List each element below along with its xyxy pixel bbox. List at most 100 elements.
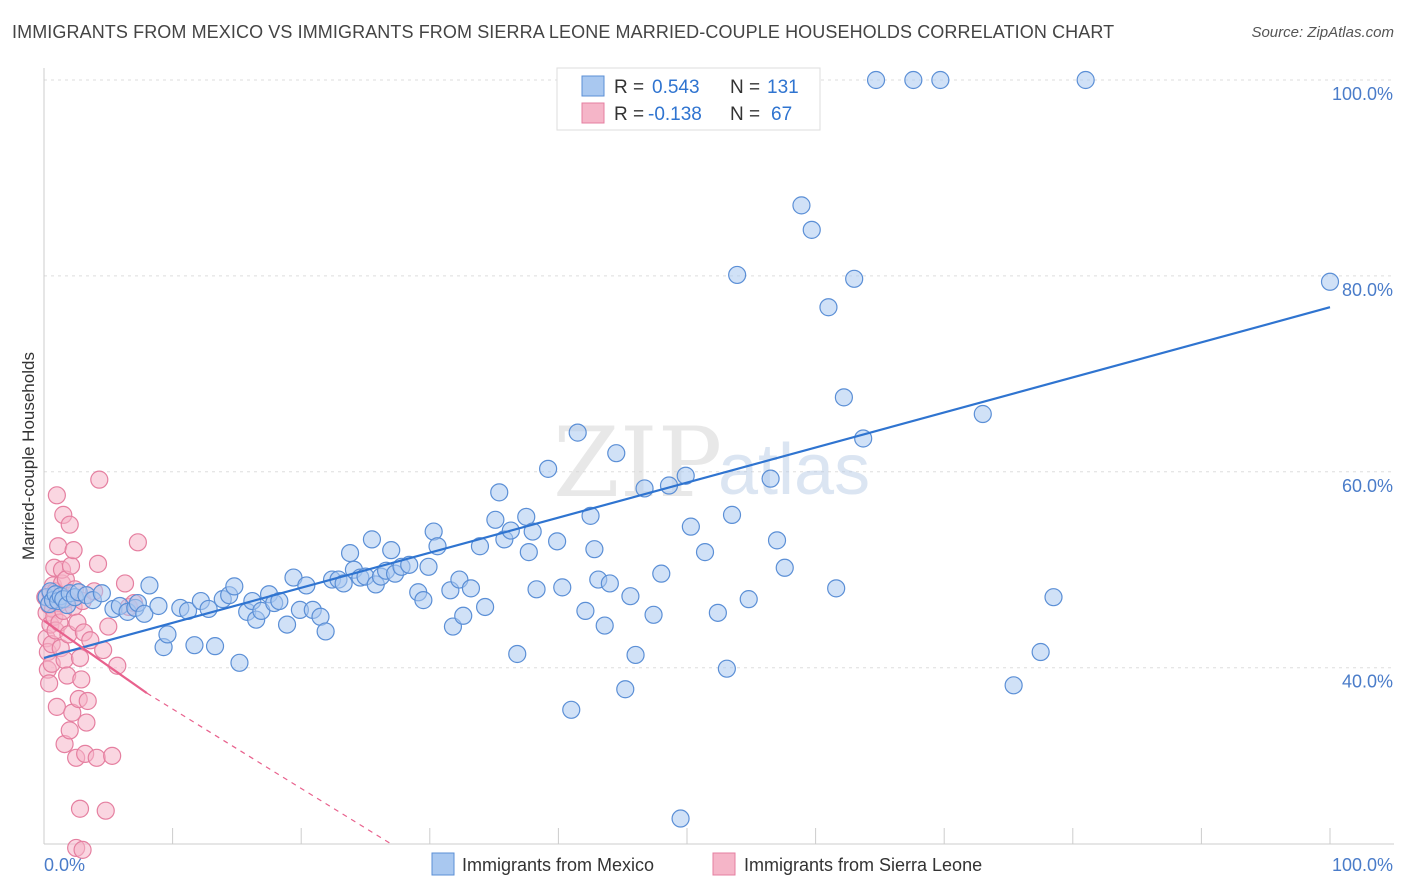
mexico-point [722,505,742,524]
sierra-leone-point [115,574,135,593]
mexico-point [461,579,481,598]
sierra-leone-point [103,746,122,765]
sierra-leone-point [90,470,109,489]
sierra-leone-point [99,617,118,636]
mexico-point [600,574,619,593]
legend-swatch-mexico [431,852,455,876]
stat-n-label-2: N = [730,104,760,125]
mexico-point [362,530,382,549]
mexico-point [827,579,846,598]
mexico-point [973,404,992,424]
stat-r-label-2: R = [614,104,644,125]
stat-r-value-2: -0.138 [648,104,702,125]
mexico-point [419,557,438,576]
y-axis-label: Married-couple Households [19,352,38,560]
mexico-point [792,196,811,215]
mexico-point [185,636,204,655]
mexico-point [607,444,626,463]
mexico-point [671,809,690,828]
sierra-leone-point [87,748,106,767]
mexico-point [508,644,527,664]
sierra-leone-trend-extension [146,692,392,845]
mexico-point [708,603,727,622]
stat-n-value-2: 67 [771,104,792,125]
stats-box: R = 0.543 N = 131 R = -0.138 N = 67 [556,67,821,131]
mexico-point [1044,588,1063,607]
mexico-point [92,584,111,603]
sierra-leone-point [78,691,97,711]
axes [43,68,1394,845]
chart-title: IMMIGRANTS FROM MEXICO VS IMMIGRANTS FRO… [12,22,1115,42]
mexico-point [845,269,864,288]
x-tick-label: 0.0% [44,855,85,875]
mexico-point [205,637,225,656]
stat-n-value-1: 131 [767,77,799,98]
mexico-point [523,522,542,541]
mexico-point [819,298,838,317]
y-tick-labels: 40.0% 60.0% 80.0% 100.0% [1332,84,1393,692]
y-tick-label: 60.0% [1342,476,1393,496]
mexico-point [490,483,509,502]
trend-lines [43,306,1331,845]
mexico-point [834,388,853,407]
x-tick-label: 100.0% [1332,855,1393,875]
sierra-leone-point [47,486,66,505]
mexico-point [626,645,645,665]
mexico-point [1320,272,1340,291]
stat-n-label-1: N = [730,77,760,98]
mexico-point [581,506,600,525]
mexico-point [140,576,159,595]
mexico-point [553,578,572,597]
y-tick-label: 100.0% [1332,84,1393,104]
mexico-point [802,220,821,239]
mexico-point [644,605,663,624]
sierra-leone-point [70,799,90,818]
sierra-leone-trend-line [43,619,148,695]
mexico-point [931,70,950,90]
sierra-leone-point [60,721,79,740]
mexico-point [414,591,433,610]
mexico-point [158,625,177,644]
mexico-point [1031,642,1050,662]
mexico-point [717,659,736,678]
stat-r-label-1: R = [614,77,644,98]
sierra-leone-point [96,801,115,820]
mexico-point [135,604,154,623]
chart-source: Source: ZipAtlas.com [1251,24,1394,41]
mexico-point [728,265,747,285]
sierra-leone-point [49,537,68,556]
sierra-leone-point [73,840,92,859]
mexico-point [616,680,635,699]
sierra-leone-point [47,697,66,716]
mexico-point [1004,676,1023,695]
mexico-point [486,510,505,529]
mexico-point [775,558,794,577]
watermark: ZIP atlas [553,407,870,519]
series-sierra-leone-points [36,470,147,859]
sierra-leone-point [88,554,108,573]
mexico-point [866,70,886,90]
mexico-point [340,543,360,563]
mexico-point [149,596,168,616]
series-mexico-points [37,70,1340,828]
mexico-point [739,590,758,609]
mexico-point [568,423,587,442]
mexico-point [334,574,353,593]
mexico-point [519,543,538,562]
stats-swatch-blue [581,75,605,97]
mexico-point [761,469,780,488]
legend: Immigrants from Mexico Immigrants from S… [431,852,982,876]
sierra-leone-point [128,533,147,552]
mexico-point [548,532,567,551]
legend-swatch-sierra-leone [712,852,736,876]
mexico-point [595,616,614,635]
mexico-point [454,606,473,625]
mexico-point [681,517,700,536]
legend-label-sierra-leone: Immigrants from Sierra Leone [744,855,982,875]
sierra-leone-point [60,515,79,534]
mexico-point [382,541,401,560]
mexico-point [652,564,671,583]
mexico-point [225,577,244,596]
mexico-point [1076,70,1095,90]
